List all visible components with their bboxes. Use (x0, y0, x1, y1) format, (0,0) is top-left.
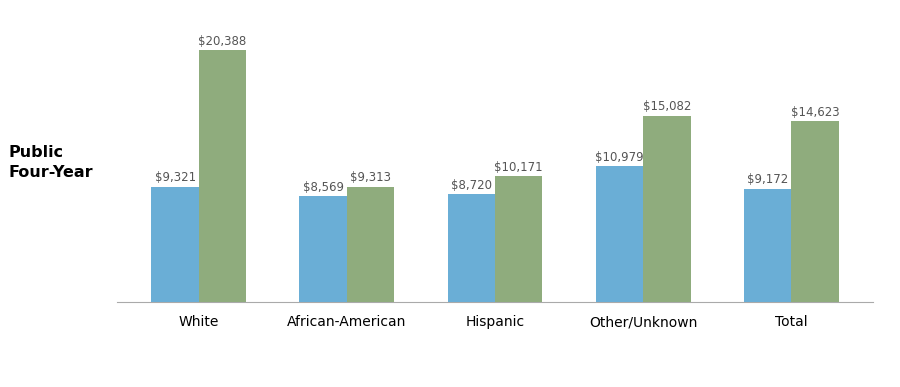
Text: $8,569: $8,569 (302, 181, 344, 194)
Bar (346, 187, 394, 302)
Text: $8,720: $8,720 (451, 179, 491, 192)
Text: $9,313: $9,313 (350, 171, 392, 184)
Bar (644, 116, 690, 302)
Bar (300, 196, 346, 302)
Bar (743, 188, 791, 302)
Bar (151, 187, 199, 302)
Bar (447, 194, 495, 302)
Text: $14,623: $14,623 (790, 106, 839, 119)
Bar (596, 166, 644, 302)
Bar (199, 50, 247, 302)
Text: $10,979: $10,979 (595, 151, 643, 164)
Text: $15,082: $15,082 (643, 100, 691, 113)
Text: $10,171: $10,171 (494, 161, 543, 174)
Bar (495, 176, 543, 302)
Text: $20,388: $20,388 (198, 34, 247, 48)
Text: $9,172: $9,172 (747, 173, 788, 186)
Bar (791, 121, 839, 302)
Text: $9,321: $9,321 (155, 171, 195, 184)
Text: Public
Four-Year: Public Four-Year (9, 145, 94, 180)
